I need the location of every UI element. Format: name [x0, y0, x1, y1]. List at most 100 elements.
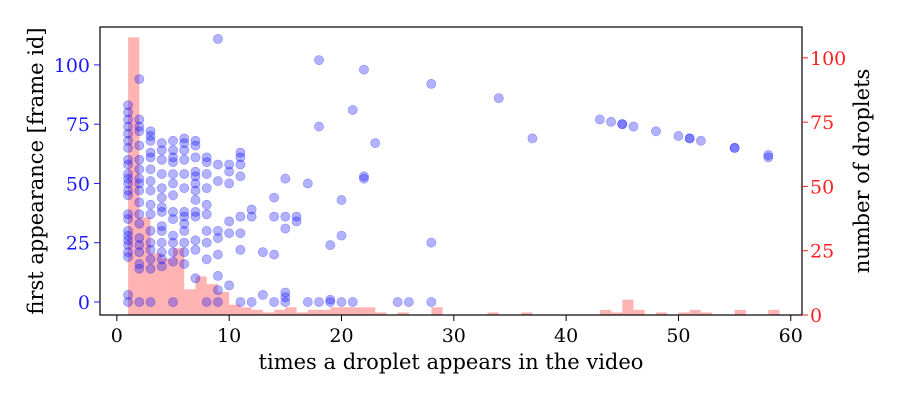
scatter-point [123, 128, 133, 139]
scatter-point [134, 173, 145, 184]
scatter-point [168, 230, 178, 241]
y-tick-label: 0 [78, 292, 90, 314]
scatter-point [201, 297, 212, 307]
scatter-point [179, 259, 190, 269]
histogram-bar [285, 307, 297, 315]
scatter-point [213, 159, 223, 170]
scatter-point [347, 105, 358, 115]
scatter-point [179, 154, 190, 165]
scatter-point [235, 147, 246, 158]
scatter-point [190, 166, 201, 177]
scatter-point [235, 297, 246, 307]
scatter-point [359, 64, 369, 75]
scatter-point [123, 107, 133, 118]
scatter-point [359, 173, 369, 184]
scatter-point [224, 228, 235, 239]
histogram-bar [678, 312, 690, 315]
scatter-point [224, 166, 235, 177]
scatter-point [134, 164, 145, 175]
scatter-point [190, 178, 201, 189]
scatter-point [763, 150, 774, 160]
scatter-point [246, 211, 257, 222]
y-tick-label: 50 [66, 173, 90, 195]
scatter-point [168, 169, 178, 179]
scatter-point [134, 209, 145, 220]
scatter-point [325, 240, 336, 250]
scatter-point [426, 237, 437, 248]
histogram-bar [184, 289, 196, 315]
scatter-point [201, 152, 212, 163]
scatter-point [606, 116, 616, 127]
y2-axis-label: number of droplets [850, 69, 874, 274]
scatter-point [684, 133, 695, 144]
scatter-point [134, 297, 145, 307]
scatter-point [134, 240, 145, 250]
scatter-point [617, 119, 628, 130]
scatter-point [729, 142, 740, 153]
histogram-bar [262, 312, 275, 315]
scatter-point [426, 78, 437, 89]
scatter-point [302, 178, 313, 189]
scatter-point [190, 171, 201, 182]
y-axis-label: first appearance [frame id] [24, 27, 48, 314]
scatter-point [123, 114, 133, 125]
scatter-point [168, 157, 178, 168]
y2-tick-label: 75 [810, 112, 834, 134]
scatter-point [123, 297, 133, 307]
scatter-point [156, 237, 167, 248]
scatter-point [145, 263, 156, 274]
histogram-bar [274, 309, 286, 315]
scatter-point [359, 171, 369, 182]
scatter-point [213, 176, 223, 186]
scatter-point [213, 233, 223, 243]
scatter-point [168, 237, 178, 248]
scatter-point [123, 252, 133, 262]
scatter-point [257, 247, 268, 258]
scatter-point [325, 297, 336, 307]
histogram-bar [689, 309, 701, 315]
histogram-bar [599, 309, 612, 315]
scatter-point [145, 147, 156, 158]
scatter-point [134, 218, 145, 229]
scatter-point [156, 206, 167, 217]
histogram-bar [487, 312, 499, 315]
scatter-point [156, 145, 167, 156]
scatter-point [291, 216, 302, 227]
x-tick-label: 30 [442, 325, 466, 347]
x-tick-label: 50 [666, 325, 690, 347]
scatter-point [168, 178, 178, 189]
scatter-point [190, 135, 201, 146]
scatter-point [235, 171, 246, 182]
scatter-point [246, 204, 257, 215]
histogram-bar [363, 307, 376, 315]
scatter-point [123, 100, 133, 111]
y2-tick-label: 100 [810, 48, 846, 70]
scatter-point [168, 297, 178, 307]
scatter-point [190, 211, 201, 222]
scatter-point [179, 133, 190, 144]
scatter-point [213, 33, 223, 44]
x-axis-label: times a droplet appears in the video [259, 350, 644, 374]
scatter-point [123, 240, 133, 250]
scatter-point [325, 294, 336, 305]
scatter-point [168, 206, 178, 217]
scatter-point [123, 135, 133, 146]
x-axis: 0 10 20 30 40 50 60 [111, 315, 803, 347]
y2-tick-label: 25 [810, 241, 834, 263]
scatter-point [179, 138, 190, 149]
y-axis-right: 0 25 50 75 100 [802, 48, 846, 327]
scatter-point [729, 142, 740, 153]
scatter-point [145, 152, 156, 163]
scatter-point [123, 173, 133, 184]
scatter-point [201, 183, 212, 194]
scatter-point [235, 228, 246, 239]
scatter-point [134, 114, 145, 125]
x-tick-label: 10 [217, 325, 241, 347]
scatter-point [617, 119, 628, 130]
histogram-bar [633, 309, 645, 315]
scatter-point [156, 254, 167, 265]
histogram-bar [734, 309, 746, 315]
scatter-point [168, 247, 178, 258]
scatter-point [392, 297, 403, 307]
scatter-point [314, 55, 324, 66]
